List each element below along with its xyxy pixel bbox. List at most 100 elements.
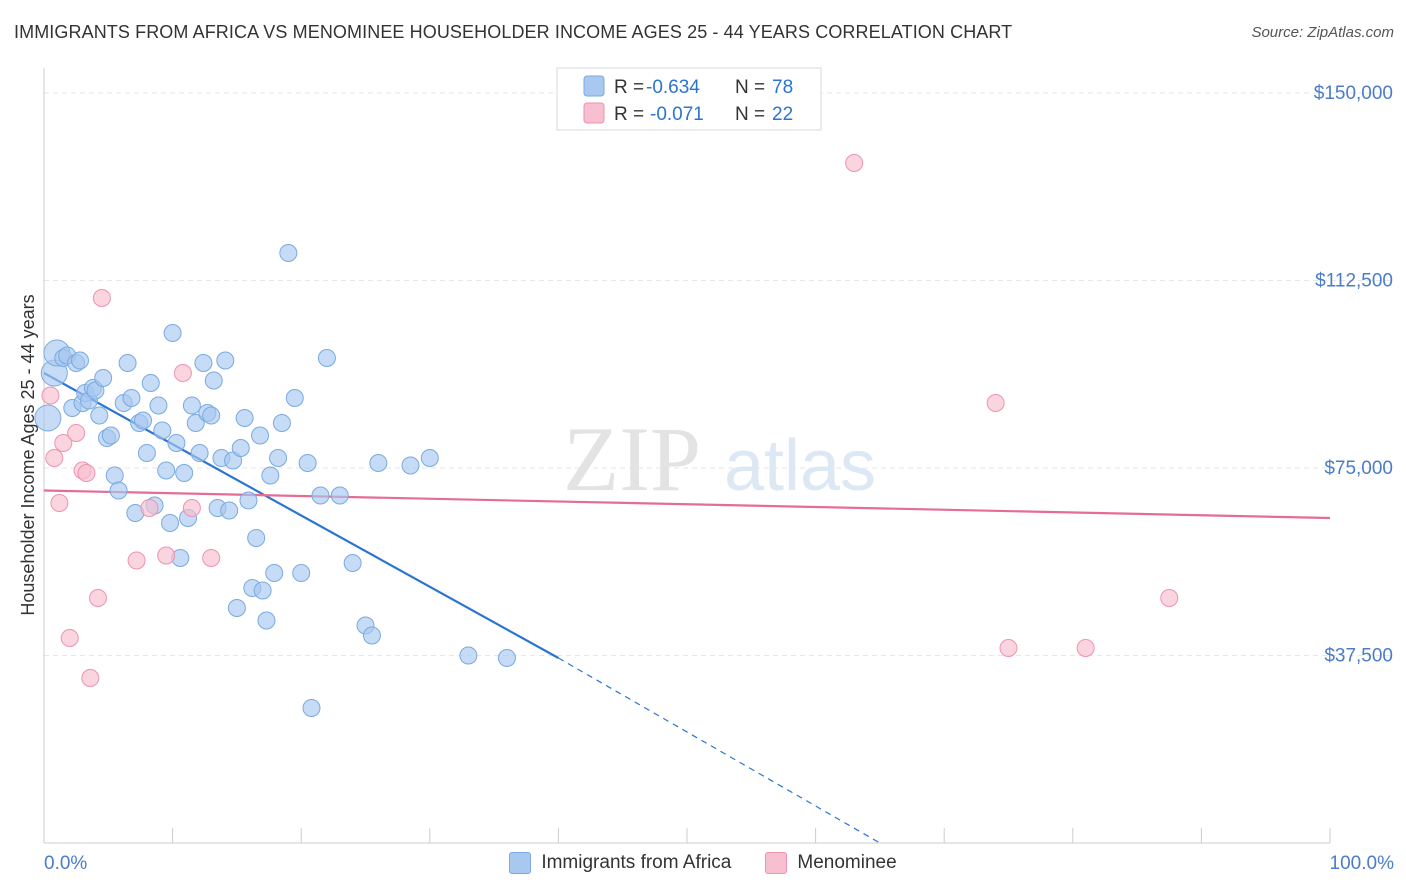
africa-point [235,409,254,427]
africa-point [330,486,349,505]
africa-point [204,371,223,390]
africa-point [279,244,298,262]
menominee-point [1076,639,1095,657]
watermark: ZIP atlas [563,408,876,510]
africa-point [231,439,250,457]
legend-n-value-1: 78 [772,77,793,98]
africa-point [401,456,420,475]
africa-point [298,454,317,472]
axis-layer: $37,500 $75,000 $112,500 $150,000 0.0% 100.0% [43,68,1395,874]
africa-point [190,444,209,462]
africa-point [105,466,124,485]
africa-point [34,404,62,432]
africa-point [247,529,266,547]
chart-title: IMMIGRANTS FROM AFRICA VS MENOMINEE HOUS… [14,22,1013,42]
watermark-atlas: atlas [724,426,876,506]
africa-point [167,434,186,452]
africa-point [157,461,176,480]
africa-point [302,699,321,717]
legend-n-label-2: N = [735,104,765,125]
africa-point [257,611,276,630]
africa-point [216,351,235,370]
legend-r-label-1: R = [614,77,644,98]
africa-point [239,491,258,510]
africa-point [497,649,516,667]
grid-layer [44,92,1394,656]
menominee-point [202,549,221,567]
africa-point [317,349,336,367]
x-tick-label-start: 0.0% [44,853,87,874]
africa-point [101,426,120,445]
y-axis-label: Householder Income Ages 25 - 44 years [18,294,38,615]
legend-r-value-1: -0.634 [646,77,700,98]
legend-item-africa: Immigrants from Africa [509,852,731,874]
menominee-point [182,499,201,517]
chart-source: Source: ZipAtlas.com [1251,24,1394,41]
africa-point [269,449,288,467]
menominee-point [173,364,192,382]
africa-point [71,351,90,370]
africa-point [137,444,156,462]
legend-top: R = -0.634 N = 78 R = -0.071 N = 22 [556,67,822,131]
africa-point [227,599,246,617]
africa-point [253,581,272,600]
africa-point [369,454,388,472]
africa-point [292,564,311,582]
y-tick-label: $112,500 [1315,271,1393,292]
menominee-point [50,494,69,512]
menominee-point [986,394,1005,412]
legend-item-menominee: Menominee [765,852,897,874]
menominee-point [1160,589,1179,607]
legend-label-menominee: Menominee [797,852,897,873]
menominee-point [999,639,1018,657]
africa-point [272,414,291,432]
africa-point [109,481,128,500]
africa-point [194,354,213,372]
data-points [34,154,1179,717]
menominee-point [89,589,108,607]
legend-swatch-africa [509,852,532,874]
africa-point [118,354,137,372]
x-tick-label-end: 100.0% [1330,853,1395,874]
africa-point [149,396,168,415]
africa-point [420,449,439,467]
africa-point [362,626,381,645]
menominee-trend-line [43,489,1331,520]
legend-n-label-1: N = [735,77,765,98]
africa-point [90,406,109,425]
legend-r-value-2: -0.071 [650,104,704,125]
menominee-point [54,434,73,452]
africa-point [251,426,270,445]
menominee-point [60,629,79,647]
y-tick-label: $37,500 [1324,646,1393,667]
menominee-point [81,669,100,687]
africa-point [261,466,280,485]
africa-point [311,486,330,505]
menominee-point [67,424,86,442]
africa-point [202,406,221,425]
legend-swatch-pink [583,102,605,124]
menominee-point [92,289,111,307]
africa-point [153,421,172,440]
africa-trend-extension [558,657,881,844]
menominee-point [77,464,96,482]
legend-r-label-2: R = [614,104,644,125]
y-tick-label: $75,000 [1324,458,1393,479]
africa-point [161,514,180,532]
legend-label-africa: Immigrants from Africa [541,852,732,873]
legend-n-value-2: 22 [772,104,793,125]
africa-point [175,464,194,482]
menominee-point [140,499,159,517]
africa-point [459,646,478,665]
africa-point [220,501,239,520]
africa-trend-line [43,372,559,659]
africa-point [122,389,141,407]
africa-point [186,414,205,432]
menominee-point [157,546,176,565]
africa-point [163,324,182,342]
trend-lines [43,372,1331,844]
y-tick-label: $150,000 [1314,83,1393,104]
menominee-point [127,551,146,570]
legend-swatch-menominee [765,852,788,874]
